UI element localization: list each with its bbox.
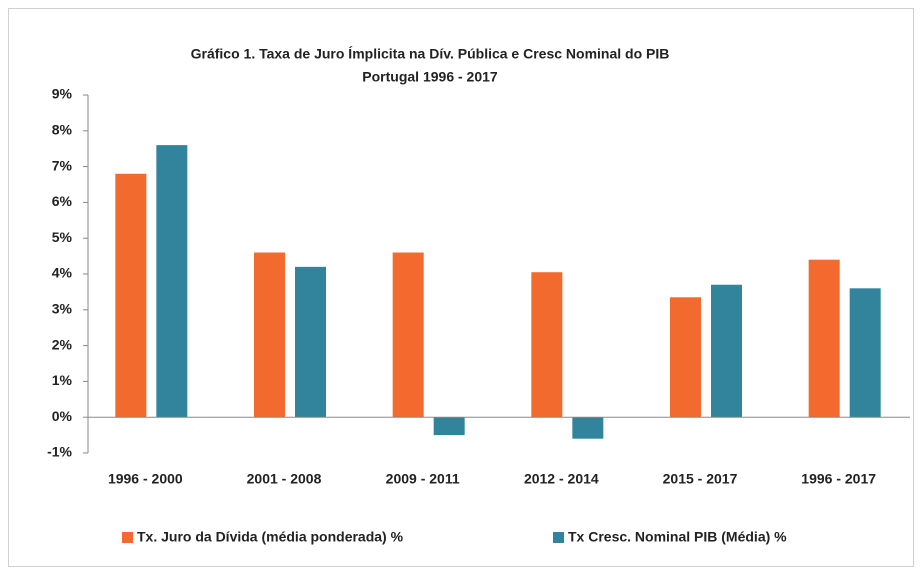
bar xyxy=(711,284,742,418)
bar xyxy=(808,259,840,418)
x-tick-label: 1996 - 2017 xyxy=(801,471,876,487)
bar xyxy=(295,266,326,418)
bar xyxy=(849,288,881,418)
y-tick-label: 4% xyxy=(52,265,73,281)
x-tick-label: 2001 - 2008 xyxy=(247,471,322,487)
x-tick-label: 2015 - 2017 xyxy=(663,471,738,487)
y-tick-label: 8% xyxy=(52,122,73,138)
y-tick-label: 2% xyxy=(52,336,73,352)
bar xyxy=(115,173,147,418)
bar xyxy=(572,417,604,439)
legend-swatch xyxy=(553,532,564,543)
bar xyxy=(392,252,424,418)
legend-label: Tx. Juro da Dívida (média ponderada) % xyxy=(137,529,404,545)
y-tick-label: 7% xyxy=(52,157,73,173)
y-tick-label: -1% xyxy=(47,444,72,460)
chart-title: Gráfico 1. Taxa de Juro Ímplicita na Dív… xyxy=(191,46,670,62)
bar xyxy=(670,297,701,418)
y-tick-label: 9% xyxy=(52,86,73,102)
legend-label: Tx Cresc. Nominal PIB (Média) % xyxy=(568,529,787,545)
y-tick-label: 5% xyxy=(52,229,73,245)
chart-subtitle: Portugal 1996 - 2017 xyxy=(362,69,498,85)
y-tick-label: 3% xyxy=(52,301,73,317)
bar xyxy=(531,272,563,418)
bar xyxy=(254,252,285,418)
x-tick-label: 2012 - 2014 xyxy=(524,471,599,487)
x-tick-label: 2009 - 2011 xyxy=(386,471,460,487)
bar xyxy=(156,145,188,418)
bar xyxy=(433,417,465,436)
legend-swatch xyxy=(122,532,133,543)
y-tick-label: 6% xyxy=(52,193,73,209)
x-tick-label: 1996 - 2000 xyxy=(108,471,183,487)
y-tick-label: 0% xyxy=(52,408,73,424)
y-tick-label: 1% xyxy=(52,372,73,388)
